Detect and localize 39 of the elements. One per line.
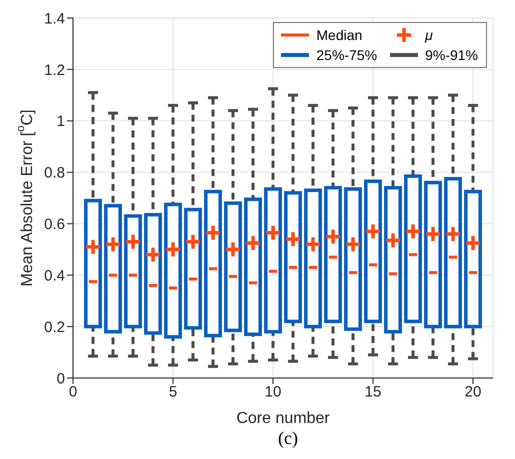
point [424, 225, 442, 243]
point [104, 236, 122, 254]
x-tick-label: 10 [264, 384, 282, 401]
x-tick-label: 5 [168, 384, 178, 401]
x-tick-label: 0 [68, 384, 78, 401]
x-axis-title: Core number [236, 410, 330, 427]
point [164, 240, 182, 258]
point [444, 225, 462, 243]
legend-label: μ [425, 27, 433, 43]
point [344, 236, 362, 254]
point [124, 232, 142, 250]
y-tick-label: 0 [56, 370, 65, 388]
point [284, 230, 302, 248]
x-tick-label: 15 [364, 384, 382, 401]
y-tick-label: 1.4 [44, 10, 65, 28]
point [224, 240, 242, 258]
text: (c) [277, 428, 299, 449]
y-tick-label: 0.4 [44, 267, 65, 284]
legend-label: Median [316, 27, 362, 43]
x-tick-label: 20 [464, 384, 482, 401]
point [84, 238, 102, 256]
point [304, 236, 322, 254]
point [384, 232, 402, 250]
point [244, 234, 262, 252]
point [264, 224, 282, 242]
point [404, 222, 422, 240]
point [204, 224, 222, 242]
text: 9%-91% [425, 47, 478, 63]
y-tick-label: 0.8 [44, 164, 65, 182]
legend-label: 25%-75% [316, 47, 378, 63]
y-tick-label: 0.2 [44, 318, 65, 336]
point [144, 246, 162, 264]
point [364, 222, 382, 240]
y-tick-label: 1.2 [44, 62, 65, 79]
point [184, 232, 202, 250]
point [464, 234, 482, 252]
point [324, 228, 342, 246]
y-tick-label: 1 [56, 113, 65, 130]
y-tick-label: 0.6 [44, 216, 65, 234]
